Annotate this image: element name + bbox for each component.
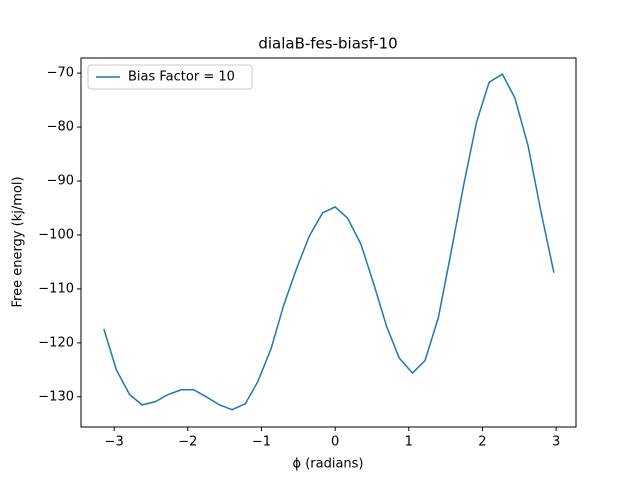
x-axis-label: ϕ (radians) [292, 457, 363, 472]
y-tick-label: −120 [38, 335, 74, 350]
plot-frame [80, 57, 577, 428]
legend-label: Bias Factor = 10 [128, 70, 235, 85]
y-tick-label: −110 [38, 281, 74, 296]
y-axis-label: Free energy (kj/mol) [11, 176, 26, 307]
data-line [103, 73, 555, 411]
y-tick-label: −100 [38, 227, 74, 242]
y-tick-label: −130 [38, 389, 74, 404]
y-tick-label: −80 [47, 120, 74, 135]
y-tick-label: −70 [47, 66, 74, 81]
chart-title: dialaB-fes-biasf-10 [258, 35, 397, 53]
y-tick-label: −90 [47, 174, 74, 189]
x-tick-label: 0 [331, 435, 339, 450]
x-tick-label: −1 [252, 435, 271, 450]
x-tick-label: 3 [552, 435, 560, 450]
x-tick-label: −2 [178, 435, 197, 450]
x-tick-label: 2 [478, 435, 486, 450]
legend-box [87, 64, 253, 90]
x-tick-label: 1 [405, 435, 413, 450]
x-tick-label: −3 [105, 435, 124, 450]
